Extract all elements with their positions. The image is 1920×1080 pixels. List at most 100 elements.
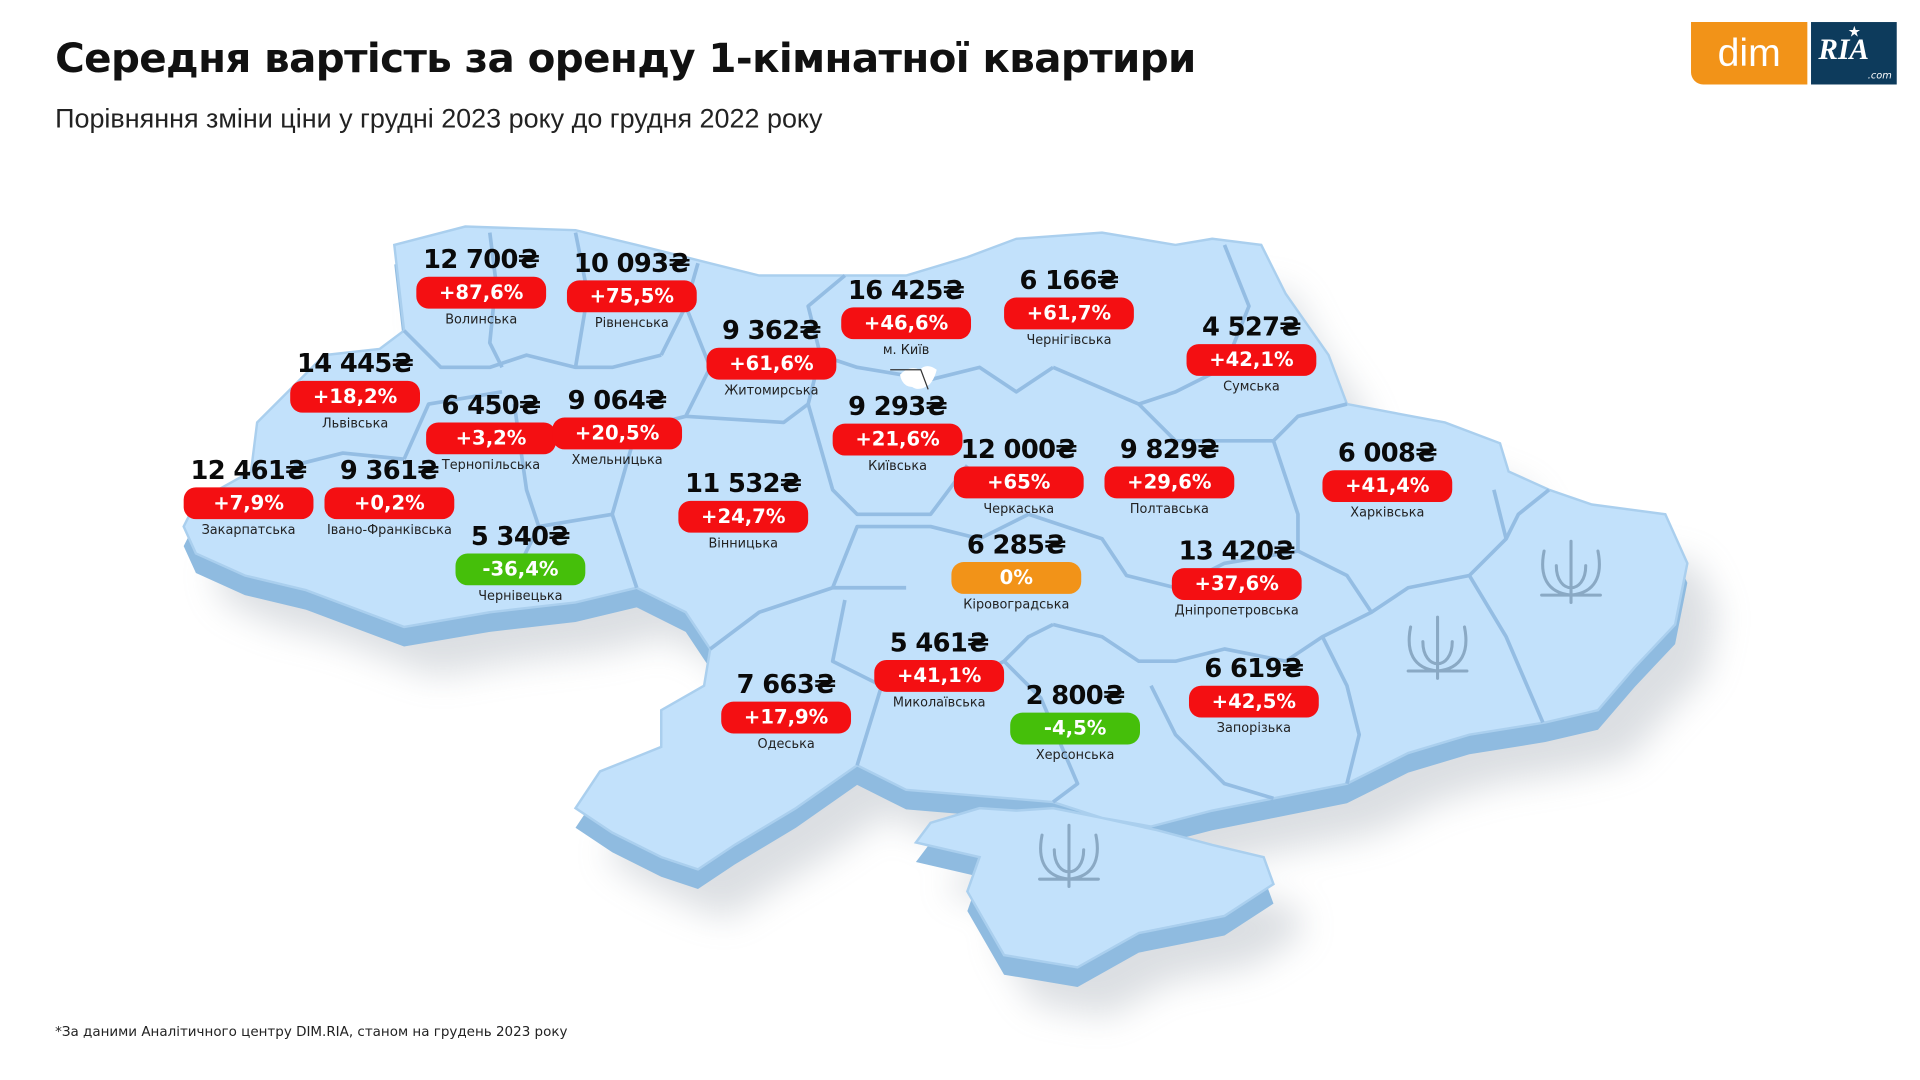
region-name: Дніпропетровська [1174, 603, 1299, 619]
region-border [830, 599, 884, 766]
region-price: 9 064₴ [567, 385, 668, 416]
region-label: 13 420₴ +37,6% Дніпропетровська [1139, 535, 1335, 619]
region-price: 5 340₴ [470, 521, 571, 552]
region-border [1149, 684, 1274, 801]
region-label: 10 093₴ +75,5% Рівненська [534, 247, 730, 331]
region-price: 4 527₴ [1201, 312, 1302, 342]
region-price: 5 461₴ [889, 628, 990, 658]
change-badge: +41,4% [1322, 470, 1453, 503]
change-badge: +75,5% [566, 280, 697, 313]
region-border [806, 403, 969, 517]
region-label: 14 445₴ +18,2% Львівська [257, 348, 453, 432]
change-badge: +20,5% [552, 417, 683, 450]
change-badge: +24,7% [678, 500, 809, 533]
change-badge: +37,6% [1171, 568, 1302, 601]
region-label: 9 362₴ +61,6% Житомирська [673, 315, 869, 399]
region-label: 6 450₴ +3,2% Тернопільська [393, 389, 589, 473]
change-badge: +3,2% [426, 422, 556, 455]
star-icon: ★ [1847, 23, 1861, 41]
region-name: Вінницька [708, 536, 779, 552]
change-badge: -36,4% [455, 553, 586, 586]
region-price: 9 361₴ [339, 455, 440, 485]
region-border [293, 451, 405, 468]
region-name: Черкаська [983, 502, 1055, 517]
region-label: 9 293₴ +21,6% Київська [800, 391, 996, 475]
region-label: 9 064₴ +20,5% Хмельницька [519, 384, 715, 468]
region-border [1467, 574, 1545, 724]
region-border [1137, 402, 1348, 443]
region-border [402, 390, 503, 460]
region-border [830, 512, 1030, 589]
region-name: Тернопільська [441, 457, 541, 473]
region-label: 12 461₴ +7,9% Закарпатська [151, 454, 347, 538]
change-badge: +17,9% [721, 701, 852, 734]
page-subtitle: Порівняння зміни ціни у грудні 2023 року… [55, 102, 823, 134]
region-price: 10 093₴ [573, 248, 691, 278]
change-badge: +21,6% [832, 423, 963, 456]
region-name: Сумська [1223, 379, 1280, 395]
change-badge: +87,6% [416, 276, 547, 309]
region-label: 5 340₴ -36,4% Чернівецька [422, 520, 618, 604]
region-border [709, 585, 907, 651]
region-name: Закарпатська [201, 522, 296, 538]
region-price: 9 293₴ [848, 391, 948, 422]
region-name: Миколаївська [892, 695, 986, 711]
region-name: Полтавська [1129, 502, 1209, 517]
page-title: Середня вартість за оренду 1-кімнатної к… [55, 34, 1196, 83]
region-label: 4 527₴ +42,1% Сумська [1153, 311, 1349, 395]
region-label: 6 619₴ +42,5% Запорізька [1156, 653, 1352, 737]
region-border [1271, 440, 1300, 552]
region-border [1027, 512, 1299, 590]
region-label: 5 461₴ +41,1% Миколаївська [841, 627, 1037, 711]
region-name: Житомирська [724, 383, 819, 398]
region-price: 9 829₴ [1119, 434, 1220, 465]
region-label: 12 700₴ +87,6% Волинська [383, 244, 579, 328]
region-label: 6 285₴ 0% Кіровоградська [918, 529, 1114, 613]
kyiv-leader-line [890, 369, 929, 390]
region-name: Одеська [757, 737, 815, 752]
change-badge: +46,6% [841, 307, 972, 340]
change-badge: +65% [953, 466, 1084, 499]
region-name: Харківська [1350, 505, 1425, 521]
trident-icon [1038, 823, 1100, 889]
footnote: *За даними Аналітичного центру DIM.RIA, … [55, 1023, 568, 1040]
region-label: 9 829₴ +29,6% Полтавська [1071, 433, 1267, 517]
region-price: 7 663₴ [736, 669, 837, 700]
change-badge: +61,7% [1004, 297, 1134, 330]
region-price: 6 450₴ [441, 390, 542, 421]
region-border [1052, 244, 1251, 406]
change-badge: +18,2% [290, 380, 421, 413]
region-name: Волинська [445, 312, 518, 327]
region-name: Чернігівська [1026, 333, 1112, 348]
region-name: Хмельницька [571, 453, 663, 468]
region-price: 11 532₴ [685, 468, 802, 499]
change-badge: +7,9% [183, 487, 314, 520]
region-price: 6 008₴ [1337, 438, 1438, 468]
region-price: 16 425₴ [847, 275, 965, 305]
logo-ria: ★ RIA .com [1811, 22, 1897, 85]
region-border [487, 232, 504, 369]
region-price: 6 166₴ [1019, 265, 1120, 296]
kyiv-city-shape [900, 366, 937, 389]
region-label: 11 532₴ +24,7% Вінницька [645, 468, 841, 552]
region-name: м. Київ [882, 342, 930, 358]
change-badge: +42,5% [1188, 685, 1319, 718]
region-border [573, 232, 662, 370]
region-name: Львівська [321, 416, 389, 432]
region-price: 12 700₴ [423, 244, 540, 275]
region-label: 9 361₴ +0,2% Івано-Франківська [291, 454, 487, 538]
region-label: 16 425₴ +46,6% м. Київ [808, 274, 1004, 358]
logo-dim: dim [1691, 22, 1808, 85]
region-label: 6 008₴ +41,4% Харківська [1289, 437, 1485, 521]
region-price: 2 800₴ [1025, 680, 1126, 711]
change-badge: +42,1% [1186, 344, 1317, 376]
region-name: Кіровоградська [963, 597, 1070, 613]
region-name: Чернівецька [478, 588, 563, 604]
region-border [402, 329, 576, 370]
dim-ria-logo: dim ★ RIA .com [1691, 22, 1897, 85]
region-name: Рівненська [594, 315, 669, 331]
change-badge: +61,6% [706, 347, 837, 380]
region-price: 13 420₴ [1178, 536, 1296, 566]
change-badge: +29,6% [1104, 466, 1235, 499]
region-border [1504, 488, 1551, 540]
